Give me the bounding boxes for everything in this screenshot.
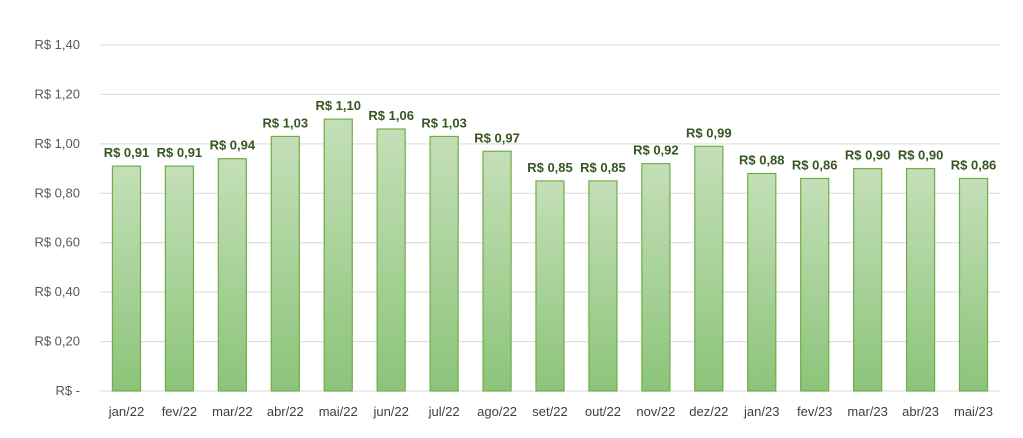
bar-mar-23	[853, 167, 883, 392]
y-axis-ticks: R$ - R$ 0,20 R$ 0,40 R$ 0,60 R$ 0,80 R$ 1,00 R…	[34, 37, 80, 398]
bar-jan-23	[747, 172, 777, 392]
x-tick-label: mai/23	[954, 404, 993, 419]
bar-nov-22	[641, 163, 671, 392]
y-tick-label: R$ 1,20	[34, 86, 80, 101]
y-tick-label: R$ 1,40	[34, 37, 80, 52]
y-tick-label: R$ -	[55, 383, 80, 398]
x-tick-label: abr/22	[267, 404, 304, 419]
data-label: R$ 1,06	[368, 108, 414, 123]
x-tick-label: fev/23	[797, 404, 832, 419]
bar-ago-22	[482, 150, 512, 392]
x-tick-label: set/22	[532, 404, 567, 419]
bar-jan-22	[111, 165, 142, 392]
y-tick-label: R$ 0,40	[34, 284, 80, 299]
bar-mai-22	[323, 118, 353, 392]
x-axis-ticks: jan/22 fev/22 mar/22 abr/22 mai/22 jun/22 jul/…	[108, 404, 993, 419]
bar-jun-22	[376, 128, 406, 392]
data-label: R$ 1,03	[263, 115, 309, 130]
x-tick-label: abr/23	[902, 404, 939, 419]
x-tick-label: jun/22	[372, 404, 408, 419]
bar-fev-23	[800, 177, 830, 392]
data-label: R$ 0,86	[951, 157, 997, 172]
data-label: R$ 0,90	[845, 148, 891, 163]
bar-dez-22	[694, 145, 724, 392]
bar-set-22	[535, 180, 565, 392]
x-tick-label: nov/22	[636, 404, 675, 419]
bars	[111, 118, 989, 392]
x-tick-label: dez/22	[689, 404, 728, 419]
data-label: R$ 1,03	[421, 115, 467, 130]
data-label: R$ 0,90	[898, 148, 944, 163]
x-tick-label: jan/22	[108, 404, 144, 419]
x-tick-label: mai/22	[319, 404, 358, 419]
bar-abr-22	[270, 135, 300, 392]
data-label: R$ 1,10	[315, 98, 361, 113]
x-tick-label: mar/23	[847, 404, 887, 419]
data-label: R$ 0,99	[686, 125, 732, 140]
bar-jul-22	[429, 135, 459, 392]
x-tick-label: jan/23	[743, 404, 779, 419]
data-label: R$ 0,85	[527, 160, 573, 175]
bar-out-22	[588, 180, 618, 392]
data-label: R$ 0,92	[633, 143, 679, 158]
data-label: R$ 0,88	[739, 153, 785, 168]
y-tick-label: R$ 0,80	[34, 185, 80, 200]
data-label: R$ 0,91	[157, 145, 203, 160]
bar-fev-22	[164, 165, 195, 392]
y-tick-label: R$ 0,20	[34, 334, 80, 349]
x-tick-label: out/22	[585, 404, 621, 419]
x-tick-label: ago/22	[477, 404, 517, 419]
y-tick-label: R$ 0,60	[34, 235, 80, 250]
data-labels: R$ 0,91 R$ 0,91 R$ 0,94 R$ 1,03 R$ 1,10 R$ 1,…	[104, 98, 997, 175]
bar-mar-22	[217, 158, 247, 392]
x-tick-label: fev/22	[162, 404, 197, 419]
data-label: R$ 0,91	[104, 145, 150, 160]
data-label: R$ 0,85	[580, 160, 626, 175]
y-tick-label: R$ 1,00	[34, 136, 80, 151]
bar-abr-23	[905, 167, 936, 392]
data-label: R$ 0,94	[210, 138, 256, 153]
data-label: R$ 0,86	[792, 157, 838, 172]
data-label: R$ 0,97	[474, 130, 520, 145]
x-tick-label: mar/22	[212, 404, 252, 419]
bar-mai-23	[958, 177, 989, 392]
x-tick-label: jul/22	[428, 404, 460, 419]
